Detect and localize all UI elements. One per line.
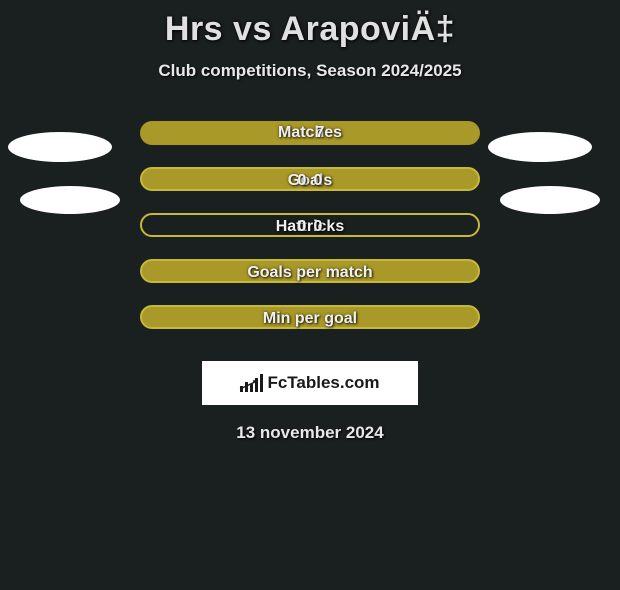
stat-value-right: 0 <box>306 169 330 193</box>
stat-value-right: 0 <box>306 215 330 239</box>
brand-inner: FcTables.com <box>240 373 379 393</box>
icon-bar <box>240 386 243 392</box>
brand-label: FcTables.com <box>267 373 379 393</box>
stat-row: Min per goal <box>0 305 620 351</box>
icon-bar <box>250 384 253 392</box>
stat-row: Hattricks00 <box>0 213 620 259</box>
stat-pill: Matches7 <box>140 121 480 145</box>
date-label: 13 november 2024 <box>0 423 620 443</box>
player-left-ellipse-bottom <box>20 186 120 214</box>
player-left-ellipse-top <box>8 132 112 162</box>
stat-pill: Hattricks00 <box>140 213 480 237</box>
player-right-ellipse-top <box>488 132 592 162</box>
stat-pill: Goals00 <box>140 167 480 191</box>
stat-value-right: 7 <box>308 121 332 145</box>
stat-label: Min per goal <box>142 307 478 331</box>
icon-bar <box>255 378 258 392</box>
icon-bar <box>245 382 248 392</box>
icon-bar <box>260 374 263 392</box>
stat-label: Goals per match <box>142 261 478 285</box>
page-title: Hrs vs ArapoviÄ‡ <box>0 10 620 49</box>
bar-chart-icon <box>240 374 263 392</box>
brand-box[interactable]: FcTables.com <box>202 361 418 405</box>
stat-pill: Goals per match <box>140 259 480 283</box>
stat-row: Goals per match <box>0 259 620 305</box>
subtitle: Club competitions, Season 2024/2025 <box>0 61 620 81</box>
player-right-ellipse-bottom <box>500 186 600 214</box>
stat-pill: Min per goal <box>140 305 480 329</box>
